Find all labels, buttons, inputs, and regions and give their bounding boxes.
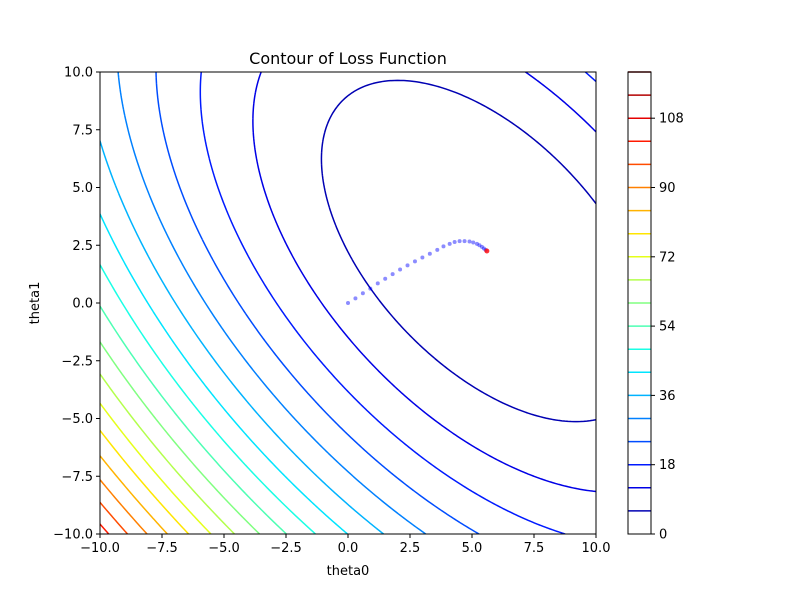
contour-line-level-11: [100, 402, 212, 534]
x-tick-label: 0.0: [338, 541, 359, 556]
descent-path-point: [390, 272, 395, 277]
descent-path-point: [457, 239, 462, 244]
contour-line-level-7: [100, 264, 316, 534]
contour-line-level-14: [100, 479, 148, 534]
contour-line-level-4: [117, 72, 427, 534]
y-tick-label: −5.0: [61, 412, 93, 427]
x-tick-label: 2.5: [400, 541, 421, 556]
y-axis-label: theta1: [28, 282, 43, 325]
descent-path-point: [471, 240, 476, 245]
x-tick-label: −7.5: [146, 541, 178, 556]
y-tick-label: 10.0: [64, 66, 93, 81]
colorbar: 0 18 36 54 72 90 108: [627, 71, 684, 543]
x-axis-label: theta0: [327, 564, 370, 579]
y-tick-label: 2.5: [72, 239, 93, 254]
descent-path-point: [479, 244, 484, 249]
x-tick-label: 5.0: [462, 541, 483, 556]
descent-path-point: [441, 244, 446, 249]
x-tick-label: −5.0: [208, 541, 240, 556]
colorbar-tick-label: 0: [659, 528, 667, 543]
contour-line-level-13: [100, 455, 168, 534]
y-tick-label: 7.5: [72, 123, 93, 138]
contour-line-level-16: [100, 523, 110, 534]
descent-path-point: [353, 296, 358, 301]
colorbar-level-lines: [628, 71, 651, 512]
descent-path-point: [360, 291, 365, 296]
descent-path-point: [375, 281, 380, 286]
contour-lines: [100, 72, 596, 534]
y-tick-label: 5.0: [72, 181, 93, 196]
colorbar-ticks: 0 18 36 54 72 90 108: [651, 112, 684, 543]
x-axis-ticks: −10.0 −7.5 −5.0 −2.5 0.0 2.5 5.0 7.5 10.0: [80, 534, 610, 556]
colorbar-tick-label: 54: [659, 320, 676, 335]
contour-line-level-15: [100, 501, 129, 534]
contour-line-level-12: [100, 429, 190, 534]
y-tick-label: −2.5: [61, 354, 93, 369]
contour-line-level-8: [100, 305, 287, 534]
x-tick-label: −10.0: [80, 541, 120, 556]
colorbar-tick-label: 72: [659, 250, 676, 265]
descent-path-point: [435, 247, 440, 252]
descent-path-point: [398, 267, 403, 272]
descent-path-point: [467, 239, 472, 244]
descent-path-point: [462, 239, 467, 244]
colorbar-tick-label: 36: [659, 389, 676, 404]
y-axis-ticks: −10.0 −7.5 −5.0 −2.5 0.0 2.5 5.0 7.5 10.0: [53, 66, 100, 543]
x-tick-label: 7.5: [524, 541, 545, 556]
contour-line-level-2: [199, 72, 596, 534]
descent-path-point: [346, 301, 350, 305]
contour-line-level-10: [100, 373, 236, 534]
descent-path-point: [481, 246, 486, 251]
descent-path-final-point: [484, 248, 490, 254]
contour-line-level-1: [252, 72, 596, 493]
y-tick-label: −10.0: [53, 528, 93, 543]
descent-path-point: [412, 259, 417, 264]
contour-line-level-3: [155, 72, 480, 534]
colorbar-frame: [627, 71, 652, 535]
contour-line-level-5: [100, 140, 385, 534]
colorbar-tick-label: 90: [659, 181, 676, 196]
colorbar-tick-label: 108: [659, 112, 684, 127]
descent-path-point: [452, 240, 457, 245]
y-tick-label: −7.5: [61, 470, 93, 485]
descent-path-point: [447, 241, 452, 246]
descent-path-point: [405, 263, 410, 268]
x-tick-label: −2.5: [270, 541, 302, 556]
colorbar-tick-label: 18: [659, 458, 676, 473]
contour-line-level-6: [100, 213, 348, 534]
descent-path-point: [427, 251, 432, 256]
contour-line-level-0: [320, 79, 596, 423]
y-tick-label: 0.0: [72, 297, 93, 312]
descent-path-point: [477, 243, 482, 248]
contour-line-level-9: [100, 341, 261, 534]
descent-path-point: [474, 241, 479, 246]
descent-path-point: [420, 255, 425, 260]
chart-title: Contour of Loss Function: [249, 49, 447, 68]
descent-path: [346, 239, 490, 305]
x-tick-label: 10.0: [582, 541, 611, 556]
descent-path-point: [383, 276, 388, 281]
descent-path-point: [368, 286, 373, 291]
